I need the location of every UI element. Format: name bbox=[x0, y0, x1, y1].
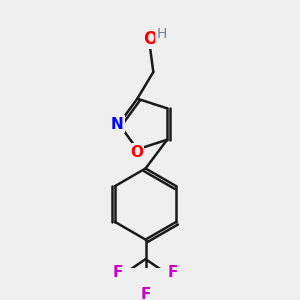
Text: O: O bbox=[142, 30, 157, 48]
Text: N: N bbox=[111, 116, 124, 131]
Text: F: F bbox=[113, 265, 123, 280]
Text: F: F bbox=[140, 287, 151, 300]
Text: F: F bbox=[168, 265, 178, 280]
Text: H: H bbox=[156, 27, 166, 41]
Text: O: O bbox=[130, 145, 143, 160]
